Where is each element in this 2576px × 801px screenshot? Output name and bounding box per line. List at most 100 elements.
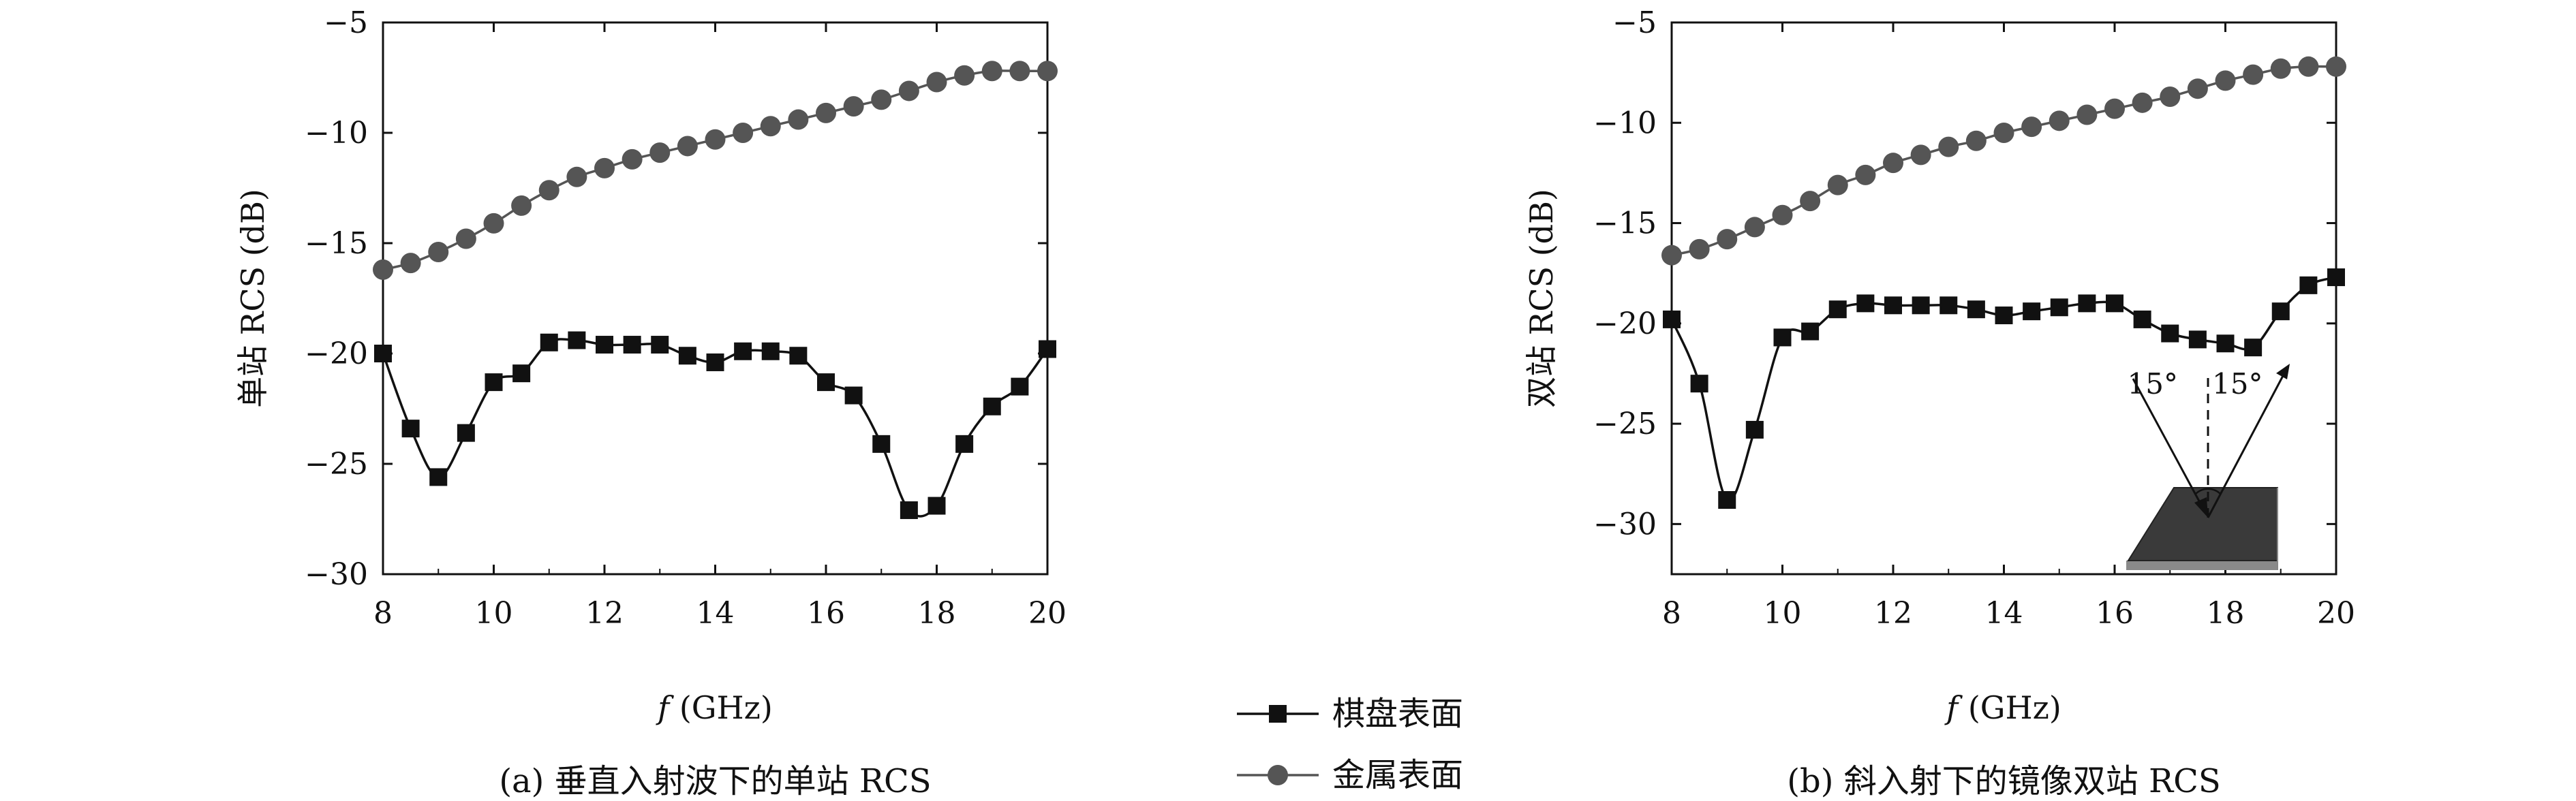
data-point-circle [705, 129, 726, 150]
data-point-square [485, 373, 503, 392]
data-point-circle [2021, 116, 2042, 138]
data-point-square [2244, 339, 2263, 357]
data-point-circle [511, 195, 532, 216]
data-point-square [1912, 296, 1930, 315]
data-point-circle [954, 65, 975, 86]
data-point-circle [1009, 61, 1030, 82]
data-point-square [2216, 334, 2235, 353]
data-point-circle [373, 259, 393, 280]
data-point-square [1773, 328, 1792, 347]
data-point-circle [1938, 136, 1959, 157]
y-tick-label: −30 [1593, 507, 1657, 541]
data-point-circle [2298, 56, 2319, 77]
y-tick-label: −25 [1593, 407, 1657, 441]
x-axis-label-unit: (GHz) [669, 689, 773, 726]
y-tick-label: −15 [1593, 206, 1657, 241]
data-point-square [2299, 276, 2318, 294]
legend-item-metal: 金属表面 [1237, 756, 1463, 794]
data-point-circle [926, 72, 947, 93]
data-point-circle [2326, 56, 2346, 77]
series-metal [373, 61, 1058, 280]
data-point-square [2327, 268, 2345, 287]
data-point-square [1939, 296, 1958, 315]
data-point-circle [622, 148, 643, 170]
data-point-circle [1717, 229, 1738, 250]
legend-label: 金属表面 [1332, 756, 1463, 794]
reflected-ray [2207, 373, 2286, 518]
data-point-circle [2104, 98, 2125, 119]
data-point-circle [2270, 58, 2291, 79]
legend-marker-square [1269, 705, 1287, 723]
data-point-square [623, 336, 641, 354]
x-tick-label: 10 [475, 596, 513, 631]
data-point-circle [1037, 61, 1058, 82]
series-metal [1661, 56, 2346, 266]
data-point-circle [455, 228, 476, 249]
incident-ray [2132, 378, 2204, 508]
x-tick-label: 20 [1028, 596, 1067, 631]
plot-frame [382, 21, 1049, 576]
series-checkerboard [374, 331, 1056, 520]
y-tick-label: −5 [1612, 5, 1657, 40]
plate-top [2127, 487, 2278, 561]
data-point-circle [649, 142, 671, 163]
angle-arc [2195, 488, 2221, 494]
series-line [1671, 65, 2337, 257]
data-point-square [983, 397, 1001, 415]
data-point-square [1856, 294, 1875, 313]
x-tick-label: 18 [2207, 596, 2245, 631]
data-point-circle [1689, 238, 1710, 260]
data-point-square [1745, 420, 1764, 439]
data-point-circle [1800, 191, 1821, 212]
data-point-circle [788, 109, 809, 130]
x-axis-label: f (GHz) [1944, 689, 2061, 726]
data-point-square [1039, 340, 1056, 358]
data-point-circle [2243, 64, 2264, 85]
data-point-square [678, 347, 696, 365]
data-point-square [1663, 310, 1681, 328]
chart-a: 8 10 12 14 16 18 20 −5 −10 −15 −20 −25 −30 单站 RCS (dB… [234, 5, 1067, 800]
angle-label-right: 15° [2212, 367, 2263, 400]
legend-marker-circle [1268, 765, 1288, 785]
data-point-square [1884, 296, 1902, 315]
data-point-circle [1772, 204, 1793, 225]
y-tick-label: −15 [305, 226, 368, 261]
y-tick-label: −30 [305, 557, 368, 592]
y-tick-label: −20 [305, 336, 368, 371]
data-point-square [2050, 298, 2068, 317]
data-point-circle [2160, 86, 2181, 107]
x-tick-label: 18 [918, 596, 956, 631]
x-tick-label: 12 [585, 596, 624, 631]
reflected-arrowhead [2276, 364, 2290, 379]
plate-edge [2126, 561, 2278, 570]
data-point-circle [1965, 130, 1987, 151]
data-point-square [1011, 377, 1029, 396]
data-point-circle [1883, 153, 1903, 174]
legend-label: 棋盘表面 [1332, 695, 1463, 733]
data-point-circle [816, 102, 836, 123]
data-point-circle [1827, 174, 1848, 195]
data-point-square [512, 364, 531, 383]
data-point-square [900, 501, 918, 520]
data-point-circle [428, 241, 449, 262]
chart-b: 8 10 12 14 16 18 20 −5 −10 −15 −20 −25 −30 双站 RCS (dB… [1523, 5, 2355, 800]
data-point-circle [1993, 123, 2014, 143]
data-point-square [540, 333, 558, 351]
data-point-square [789, 347, 808, 365]
series-line [382, 69, 1047, 271]
x-tick-label: 10 [1764, 596, 1802, 631]
data-point-square [761, 342, 780, 360]
data-point-circle [871, 89, 892, 110]
y-tick-label: −20 [1593, 307, 1657, 341]
data-point-square [2106, 294, 2123, 313]
y-tick-label: −10 [305, 116, 368, 151]
data-point-square [2078, 294, 2096, 313]
x-tick-label: 12 [1874, 596, 1912, 631]
data-point-circle [1661, 245, 1682, 266]
y-tick-label: −25 [305, 447, 368, 482]
data-point-circle [898, 80, 919, 101]
data-point-circle [1910, 144, 1931, 166]
data-point-square [2161, 324, 2179, 343]
